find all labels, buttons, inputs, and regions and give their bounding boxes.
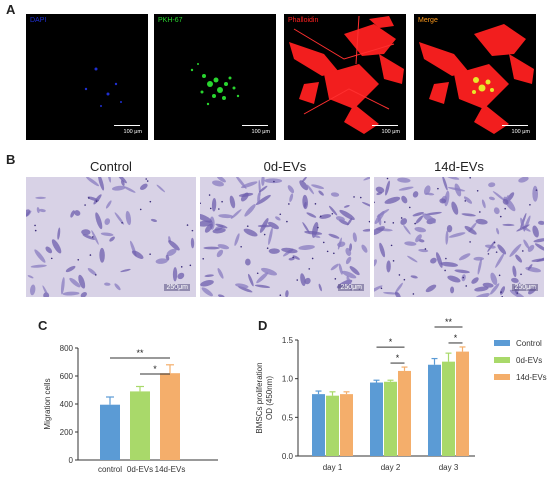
scale-bar-label: 100 μm xyxy=(123,129,142,135)
x-tick-label: control xyxy=(98,465,122,474)
y-tick-label: 0.0 xyxy=(282,452,294,461)
scale-label: 250μm xyxy=(512,284,538,291)
panel-letter-c: C xyxy=(38,318,48,333)
fluor-image-phalloidin: Phalloidin 100 μm xyxy=(284,14,406,140)
proliferation-bar-chart: 0.0 0.5 1.0 1.5 day 1 day 2 day 3 BMSCs prolife… xyxy=(255,318,547,472)
bar-14d-EVs-day 3 xyxy=(456,351,469,456)
bar-0d-EVs xyxy=(130,391,150,460)
micrograph-title-0d: 0d-EVs xyxy=(263,159,307,174)
scale-label: 250μm xyxy=(164,284,190,291)
significance-label: ** xyxy=(445,318,453,327)
bar-0d-EVs-day 3 xyxy=(442,361,455,456)
scale-bar xyxy=(114,125,140,126)
fluor-image-merge: Merge 100 μm xyxy=(414,14,536,140)
bar-14d-EVs xyxy=(160,373,180,460)
x-tick-label: day 2 xyxy=(381,463,401,472)
y-tick-label: 400 xyxy=(60,400,74,409)
scale-bar xyxy=(242,125,268,126)
channel-label-dapi: DAPI xyxy=(30,17,47,24)
scale-bar-label: 100 μm xyxy=(511,129,530,135)
y-tick-label: 0 xyxy=(69,456,74,465)
x-tick-label: day 1 xyxy=(323,463,343,472)
y-tick-label: 600 xyxy=(60,372,74,381)
bar-Control-day 2 xyxy=(370,382,383,456)
legend-swatch xyxy=(494,374,510,380)
scale-label: 250μm xyxy=(338,284,364,291)
legend-swatch xyxy=(494,357,510,363)
bar-0d-EVs-day 1 xyxy=(326,395,339,456)
scale-bar xyxy=(372,125,398,126)
micrograph-title-control: Control xyxy=(90,159,132,174)
channel-label-pkh67: PKH-67 xyxy=(158,17,183,24)
y-axis-label: Migration cells xyxy=(43,378,52,429)
y-tick-label: 0.5 xyxy=(282,413,294,422)
channel-label-merge: Merge xyxy=(418,17,438,24)
cell-texture xyxy=(374,177,544,297)
scale-bar-label: 100 μm xyxy=(251,129,270,135)
significance-label: * xyxy=(454,333,458,343)
bar-control xyxy=(100,404,120,460)
pkh67-signal xyxy=(190,63,240,106)
panel-letter-a: A xyxy=(6,2,16,17)
cell-texture xyxy=(200,177,370,297)
micrograph-14d-evs: 250μm xyxy=(374,177,544,297)
significance-label: ** xyxy=(136,348,144,358)
legend-label: 14d-EVs xyxy=(516,373,547,382)
y-axis-label: BMSCs proliferation xyxy=(255,362,264,433)
legend-label: 0d-EVs xyxy=(516,356,542,365)
bar-0d-EVs-day 2 xyxy=(384,381,397,456)
bar-Control-day 3 xyxy=(428,364,441,456)
y-tick-label: 800 xyxy=(60,344,74,353)
phalloidin-signal xyxy=(289,15,404,134)
x-tick-label: 14d-EVs xyxy=(155,465,186,474)
x-tick-label: 0d-EVs xyxy=(127,465,153,474)
y-tick-label: 1.5 xyxy=(282,336,294,345)
legend-label: Control xyxy=(516,339,542,348)
channel-label-phalloidin: Phalloidin xyxy=(288,17,319,24)
bar-Control-day 1 xyxy=(312,394,325,456)
dapi-signal xyxy=(84,67,122,107)
significance-label: * xyxy=(389,337,393,347)
significance-label: * xyxy=(396,353,400,363)
bar-14d-EVs-day 2 xyxy=(398,370,411,456)
fluor-image-dapi: DAPI 100 μm xyxy=(26,14,148,140)
y-tick-label: 200 xyxy=(60,428,74,437)
legend-swatch xyxy=(494,340,510,346)
significance-label: * xyxy=(153,364,157,374)
micrograph-0d-evs: 250μm xyxy=(200,177,370,297)
scale-bar xyxy=(502,125,528,126)
panel-letter-b: B xyxy=(6,152,16,167)
scale-bar-label: 100 μm xyxy=(381,129,400,135)
x-tick-label: day 3 xyxy=(439,463,459,472)
migration-bar-chart: 0 200 400 600 800 control 0d-EVs 14d-EVs Migrati… xyxy=(43,344,218,474)
micrograph-title-14d: 14d-EVs xyxy=(434,159,484,174)
bar-14d-EVs-day 1 xyxy=(340,394,353,456)
cell-texture xyxy=(26,177,195,297)
micrograph-control: 250μm xyxy=(26,177,196,297)
y-tick-label: 1.0 xyxy=(282,375,294,384)
y-axis-label: OD (450nm) xyxy=(265,376,274,420)
merge-signal xyxy=(419,24,534,134)
panel-letter-d: D xyxy=(258,318,268,333)
fluor-image-pkh67: PKH-67 100 μm xyxy=(154,14,276,140)
